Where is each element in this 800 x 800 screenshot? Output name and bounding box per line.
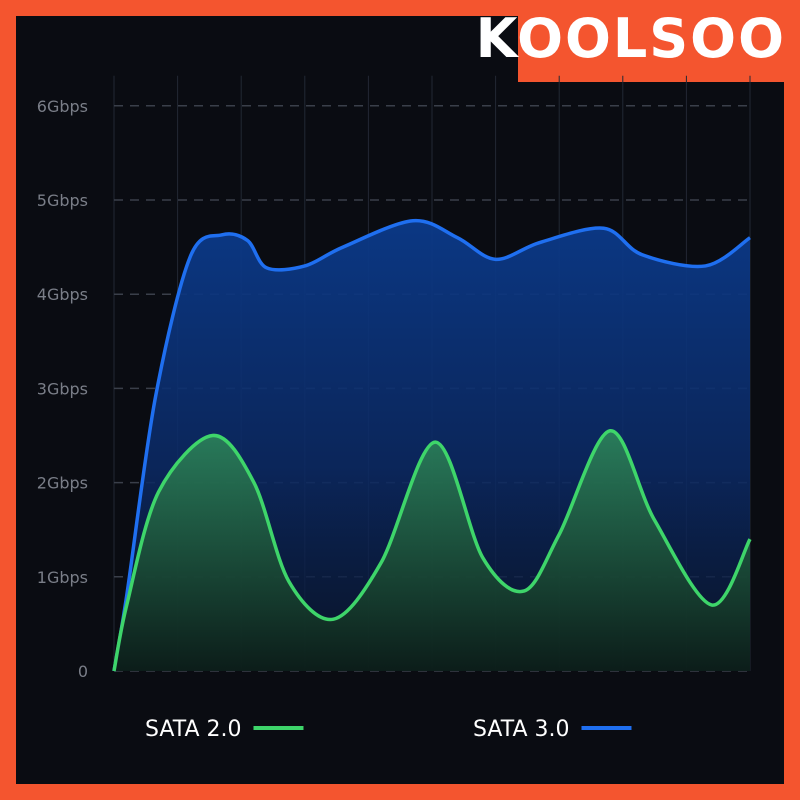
series-line-sata-3-0 [112, 218, 752, 672]
legend-label: SATA 2.0 [145, 717, 241, 742]
legend: SATA 2.0 SATA 3.0 [145, 717, 632, 742]
y-tick-label: 0 [78, 662, 88, 681]
y-tick-label: 3Gbps [37, 379, 88, 398]
y-tick-labels: 0 1Gbps 2Gbps 3Gbps 4Gbps 5Gbps 6Gbps [37, 97, 88, 681]
series-area-sata-2-0 [114, 430, 750, 671]
series-layer [112, 218, 752, 672]
y-tick-label: 5Gbps [37, 191, 88, 210]
series-line-sata-2-0 [112, 429, 752, 672]
brand-banner: KOOLSOO [476, 0, 800, 82]
y-tick-label: 6Gbps [37, 97, 88, 116]
y-tick-label: 4Gbps [37, 285, 88, 304]
legend-label: SATA 3.0 [473, 717, 569, 742]
brand-logo: KOOLSOO [475, 7, 786, 70]
y-tick-label: 2Gbps [37, 474, 88, 493]
y-tick-label: 1Gbps [37, 568, 88, 587]
